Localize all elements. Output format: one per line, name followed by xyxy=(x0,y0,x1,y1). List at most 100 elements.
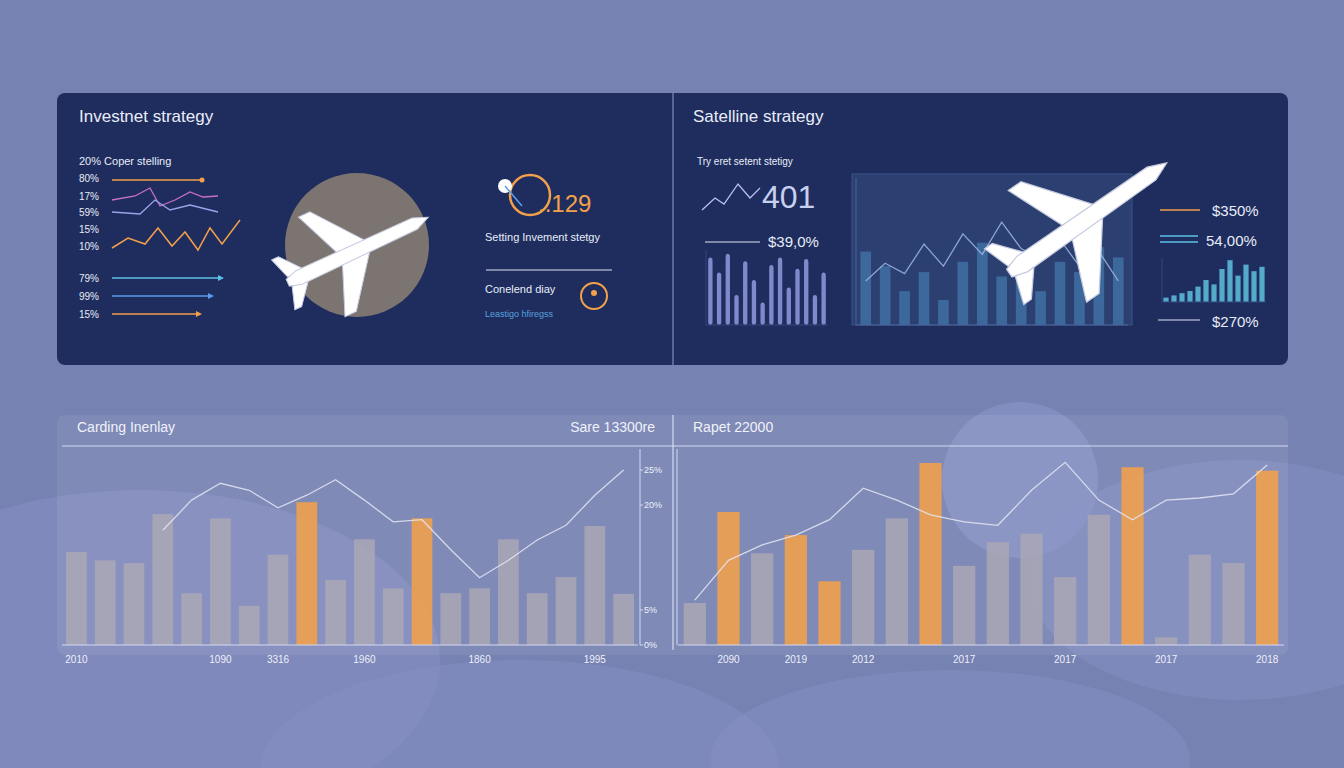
label: $39,0% xyxy=(768,233,819,250)
label: Leastigo hfiregss xyxy=(485,309,554,319)
bar xyxy=(1035,291,1046,325)
bar xyxy=(152,514,173,645)
bar xyxy=(66,552,87,645)
y-axis xyxy=(856,178,857,325)
bar xyxy=(1235,276,1240,302)
label: $270% xyxy=(1212,313,1259,330)
deco-line xyxy=(112,295,208,297)
bar xyxy=(684,603,706,645)
bar xyxy=(1187,291,1192,302)
bar xyxy=(354,539,375,645)
bar xyxy=(778,258,782,326)
bar xyxy=(1155,637,1177,645)
top-panel xyxy=(57,93,1288,365)
chart-title: Rapet 22000 xyxy=(693,419,773,435)
chart-subtitle: Sare 13300re xyxy=(570,419,655,435)
rule xyxy=(1160,209,1200,211)
bar xyxy=(813,295,817,325)
rule xyxy=(705,241,760,242)
deco-line xyxy=(112,277,218,279)
label: ..129 xyxy=(538,190,591,217)
rule xyxy=(486,269,612,270)
plot xyxy=(1163,260,1264,302)
plot xyxy=(684,462,1279,645)
x-tick-label: 2019 xyxy=(785,654,808,665)
bar xyxy=(899,291,910,325)
x-axis xyxy=(678,644,1284,645)
deco-line xyxy=(112,200,218,214)
label: 10% xyxy=(79,241,99,252)
bar xyxy=(726,254,730,325)
plot xyxy=(708,254,826,325)
bar xyxy=(469,588,490,645)
bar xyxy=(751,553,773,645)
bar xyxy=(181,593,202,645)
x-tick-label: 1995 xyxy=(584,654,607,665)
bar xyxy=(1189,555,1211,645)
y-axis xyxy=(1162,258,1163,302)
bar xyxy=(860,252,871,326)
ring-icon xyxy=(591,290,597,296)
bar xyxy=(996,276,1007,325)
bar xyxy=(708,258,712,326)
bar xyxy=(268,555,289,645)
label: Conelend diay xyxy=(485,283,556,295)
bar xyxy=(818,581,840,645)
label: 99% xyxy=(79,291,99,302)
bar xyxy=(852,550,874,645)
arrow-head xyxy=(196,311,202,317)
bar xyxy=(1243,265,1248,302)
label: 401 xyxy=(762,179,815,215)
x-tick-label: 2010 xyxy=(65,654,88,665)
label: Investnet strategy xyxy=(79,107,214,126)
x-axis xyxy=(706,324,828,325)
label: 54,00% xyxy=(1206,232,1257,249)
bar xyxy=(1219,269,1224,302)
header-rule xyxy=(62,445,1288,446)
rule xyxy=(1158,319,1200,320)
airplane xyxy=(965,107,1206,333)
x-tick-label: 1090 xyxy=(209,654,232,665)
y-tick xyxy=(640,610,643,611)
x-tick-label: 2017 xyxy=(1155,654,1178,665)
bar xyxy=(795,269,799,325)
bar xyxy=(1195,287,1200,302)
bar xyxy=(787,288,791,326)
label: Satelline strategy xyxy=(693,107,824,126)
line xyxy=(695,462,1267,600)
bar xyxy=(953,566,975,645)
label: 79% xyxy=(79,273,99,284)
bar xyxy=(752,280,756,325)
bar xyxy=(804,259,808,325)
bar xyxy=(527,593,548,645)
airplane-part xyxy=(1004,155,1172,280)
x-tick-label: 2017 xyxy=(1054,654,1077,665)
label: 20% Coper stelling xyxy=(79,155,171,167)
bar xyxy=(1211,284,1216,302)
bar xyxy=(1113,257,1124,325)
y-tick-label: 5% xyxy=(644,605,657,615)
label: $350% xyxy=(1212,202,1259,219)
label: 80% xyxy=(79,173,99,184)
divider xyxy=(672,93,674,365)
rule xyxy=(1160,235,1198,237)
bar xyxy=(886,518,908,645)
bar xyxy=(1222,563,1244,645)
plot xyxy=(66,470,634,645)
bar xyxy=(1020,534,1042,645)
bar xyxy=(556,577,577,645)
bar xyxy=(958,262,969,325)
bar xyxy=(1227,260,1232,302)
y-tick-label: 0% xyxy=(644,640,657,650)
bar xyxy=(717,512,739,645)
bar xyxy=(734,295,738,325)
x-tick-label: 2090 xyxy=(717,654,740,665)
label: 15% xyxy=(79,224,99,235)
bar xyxy=(1251,271,1256,302)
deco-dot xyxy=(200,178,205,183)
ring-icon xyxy=(505,186,522,206)
bar xyxy=(440,593,461,645)
bar xyxy=(1088,515,1110,645)
x-axis xyxy=(1162,301,1266,302)
bar xyxy=(1203,280,1208,302)
